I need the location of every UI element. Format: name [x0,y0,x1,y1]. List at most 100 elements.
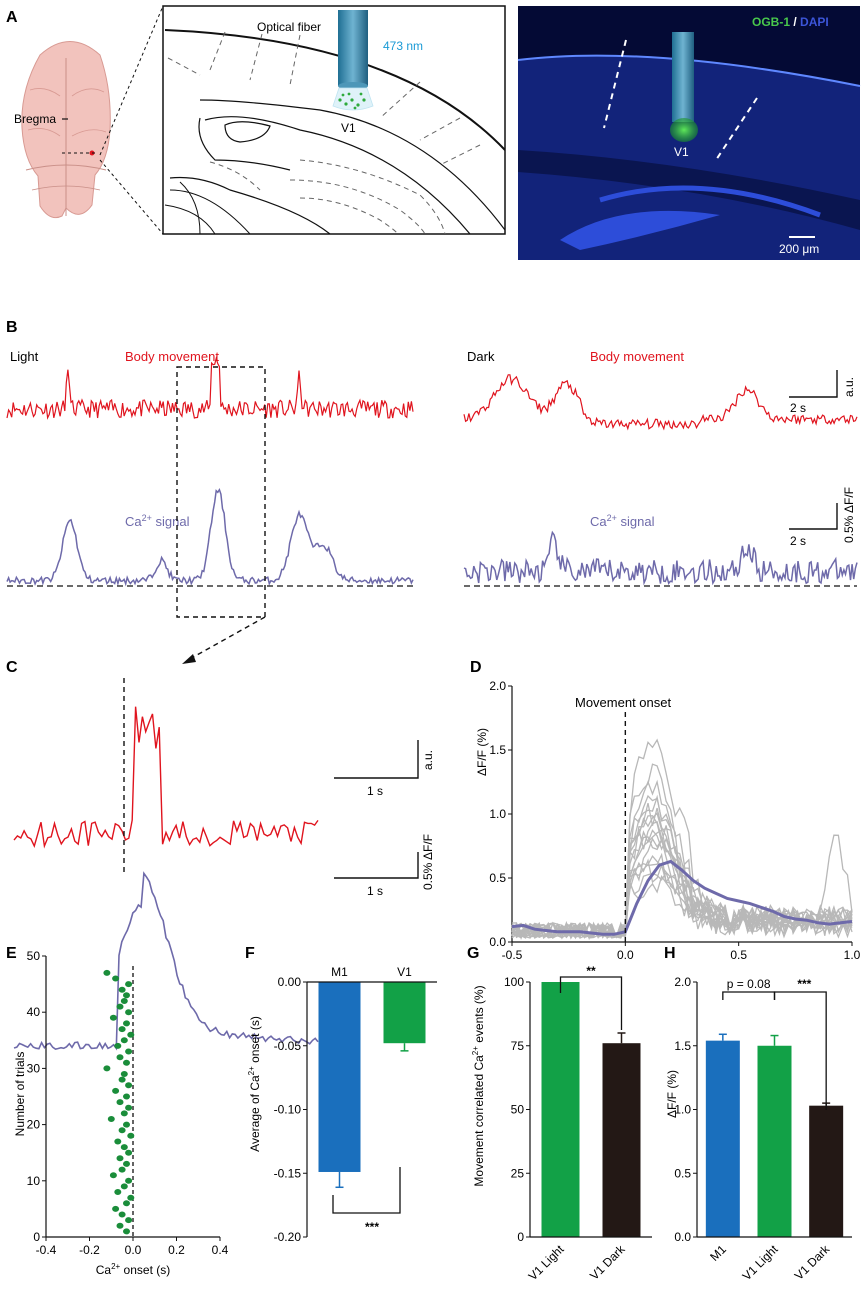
svg-text:OGB-1 / DAPI: OGB-1 / DAPI [752,15,829,29]
mean-trace [511,859,853,936]
trial-onset-point [125,1104,133,1111]
trial-onset-point [123,1121,130,1128]
v1-label-schematic: V1 [341,121,356,135]
y-tick-label: 75 [511,1039,525,1053]
y-tick-label: -0.05 [274,1039,302,1053]
y-tick-label-e: 50 [27,949,41,963]
trial-onset-point [123,992,130,999]
y-tick-label: 0.5 [674,1166,691,1180]
category-label-h: V1 Dark [792,1242,833,1283]
scale-time-c1: 1 s [367,784,383,798]
trial-onset-point [118,1211,126,1218]
ca-signal-label-dark: Ca2+ signal [590,513,655,529]
trial-onset-point [120,1183,128,1190]
trial-onset-point [123,1200,130,1207]
x-axis-label-e: Ca2+ onset (s) [96,1262,170,1277]
trial-onset-point [116,1054,124,1061]
zoom-box [176,366,266,618]
trial-onset-point [116,1222,124,1229]
comparison-label-2: *** [797,977,811,991]
trial-onset-point [112,1087,120,1094]
x-tick-label-e: 0.4 [212,1243,229,1257]
movement-trace-dark [463,374,858,431]
x-tick-label-e: -0.4 [36,1243,57,1257]
bar-m1 [705,1040,740,1237]
panel-label-f: F [245,945,255,962]
calcium-trace-zoom [13,871,319,1051]
y-tick-label: 100 [504,975,524,989]
bar-v1-light [541,982,580,1237]
y-axis-label-e: Number of trials [13,1052,27,1137]
category-label-g: V1 Light [526,1242,568,1284]
scale-df-b: 0.5% ΔF/F [842,487,856,543]
trial-onset-point [103,969,111,976]
x-tick-label-e: -0.2 [79,1243,100,1257]
panel-label-c: C [6,659,18,676]
scale-bar-c-movement [334,740,419,779]
trial-onset-point [112,1205,120,1212]
mouse-brain-illustration [21,41,111,219]
x-tick-label-e: 0.2 [168,1243,185,1257]
fluorescence-image [517,6,861,260]
category-label-f: M1 [331,965,348,979]
zoom-line-top [99,5,164,156]
optical-fiber-label: Optical fiber [257,20,321,34]
trial-onset-point [116,1099,124,1106]
trial-onset-point [103,1065,111,1072]
movement-onset-label: Movement onset [575,695,671,710]
scale-time-b2: 2 s [790,534,806,548]
trial-onset-point [118,1166,126,1173]
trial-onset-point [118,1026,126,1033]
optical-fiber-icon [338,10,368,86]
significance-bracket-g [559,976,623,1030]
category-label-f: V1 [397,965,412,979]
trial-onset-point [127,1031,135,1038]
trial-onset-point [125,981,133,988]
trial-onset-point [114,1189,122,1195]
y-tick-label-e: 20 [27,1118,41,1132]
trial-trace [511,854,853,939]
trial-onset-point [114,1042,122,1049]
trial-onset-point [120,998,128,1004]
trial-trace [511,794,853,940]
chart-h: 0.0 0.5 1.0 1.5 2.0 M1 V1 Light V1 Dark p = 0.08… [674,975,852,1283]
trial-onset-point [125,1217,133,1224]
y-tick-label: -0.15 [274,1166,302,1180]
y-tick-label: -0.20 [274,1230,302,1244]
scale-bar-b-calcium [789,503,838,530]
y-axis-label-g: Movement correlated Ca2+ events (%) [471,985,486,1186]
trial-onset-point [125,1149,133,1156]
y-axis-label-h: ΔF/F (%) [665,1070,679,1118]
trial-trace [511,794,853,940]
y-tick-label: 0 [517,1230,524,1244]
trial-onset-point [123,1228,130,1235]
scale-label-a: 200 μm [779,242,819,256]
trial-onset-point [120,1144,128,1151]
y-tick-label-e: 30 [27,1061,41,1075]
dye-injection-spot [670,118,698,142]
y-tick-label-d: 0.5 [489,871,506,885]
y-tick-label: 1.5 [674,1039,691,1053]
trial-onset-point [118,1076,126,1083]
trial-onset-point [114,1138,122,1145]
trial-onset-point [125,1082,133,1089]
trial-onset-point [118,1127,126,1134]
trial-onset-point [125,1009,133,1016]
wavelength-label: 473 nm [383,39,423,53]
x-tick-label-d: 0.0 [617,948,634,962]
trial-onset-point [109,1014,117,1021]
bar-v1-light [757,1045,792,1237]
trial-onset-point [116,1155,124,1162]
significance-bracket-f [332,1167,401,1214]
scale-au-b: a.u. [842,377,856,397]
trial-onset-point [125,1048,133,1055]
panel-label-d: D [470,659,482,676]
significance-g: ** [586,964,596,978]
dark-label: Dark [467,349,495,364]
trial-onset-point [112,975,120,982]
bar-v1-dark [602,1043,641,1237]
scale-df-c: 0.5% ΔF/F [421,834,435,890]
y-tick-label: -0.10 [274,1103,302,1117]
trial-onset-point [109,1172,117,1179]
trial-onset-point [125,1177,133,1184]
